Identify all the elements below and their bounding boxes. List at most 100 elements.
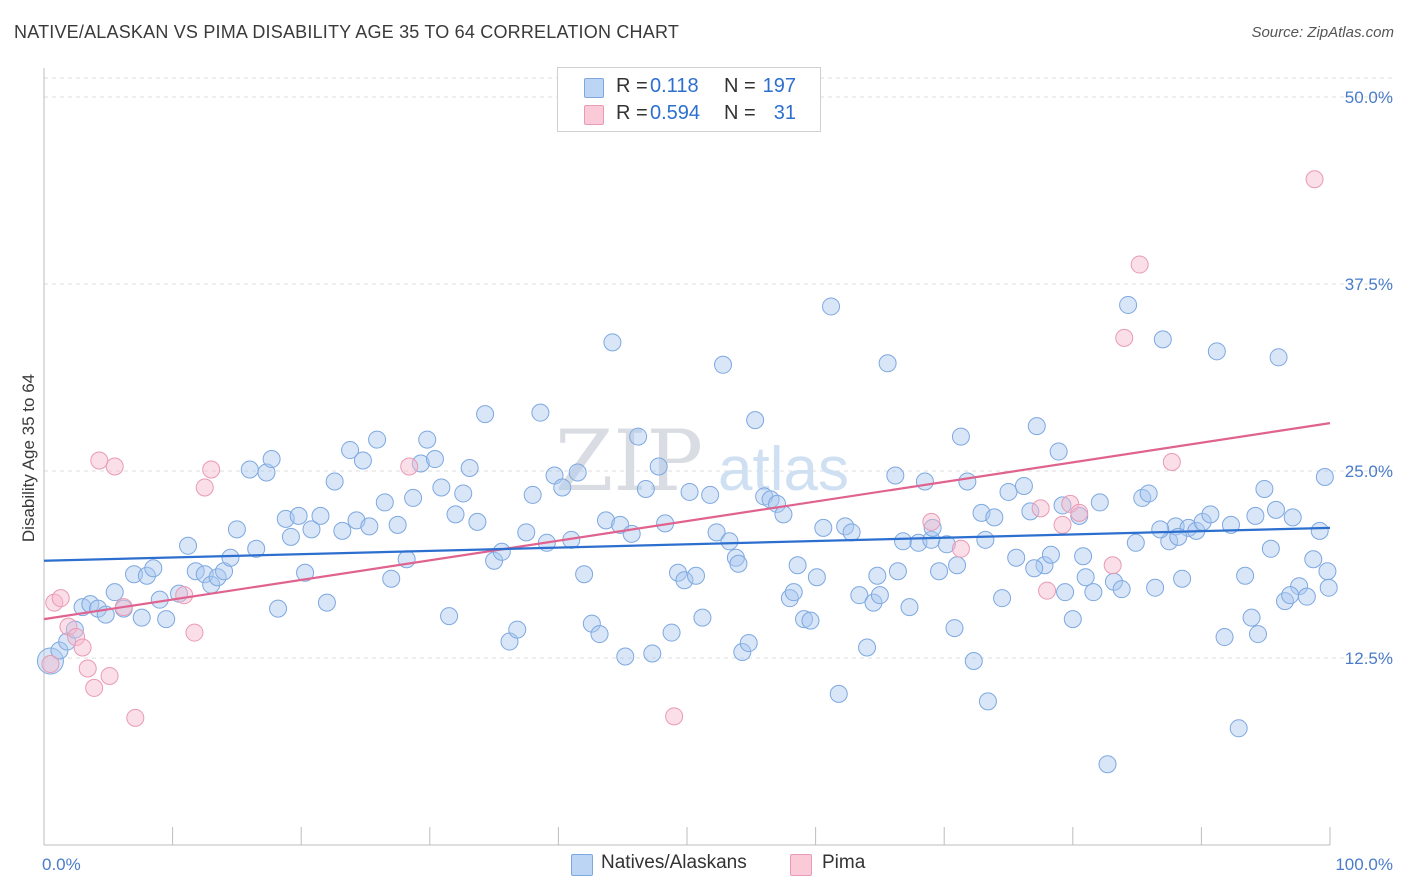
point-natives xyxy=(1236,566,1255,585)
point-natives xyxy=(930,562,949,581)
point-natives xyxy=(262,450,281,469)
point-natives xyxy=(446,505,465,524)
point-natives xyxy=(822,297,841,316)
point-natives xyxy=(878,354,897,373)
point-natives xyxy=(964,651,983,670)
legend-swatch-pima xyxy=(584,105,604,125)
point-natives xyxy=(1297,587,1316,606)
point-pima xyxy=(1115,328,1134,347)
point-natives xyxy=(958,472,977,491)
point-natives xyxy=(1242,608,1261,627)
point-natives xyxy=(720,532,739,551)
point-natives xyxy=(132,608,151,627)
point-natives xyxy=(144,559,163,578)
point-natives xyxy=(1315,467,1334,486)
point-natives xyxy=(1261,539,1280,558)
point-natives xyxy=(1076,568,1095,587)
point-natives xyxy=(1215,628,1234,647)
point-natives xyxy=(801,611,820,630)
y-tick-label: 50.0% xyxy=(1345,88,1393,107)
point-natives xyxy=(1319,578,1338,597)
point-natives xyxy=(157,610,176,629)
y-tick-label: 12.5% xyxy=(1345,649,1393,668)
point-natives xyxy=(575,565,594,584)
point-natives xyxy=(948,556,967,575)
point-natives xyxy=(517,523,536,542)
point-natives xyxy=(870,586,889,605)
point-natives xyxy=(375,493,394,512)
point-natives xyxy=(636,479,655,498)
point-natives xyxy=(1146,578,1165,597)
legend-r-value: 0.594 xyxy=(650,102,701,124)
x-tick-label: 0.0% xyxy=(42,855,81,874)
y-tick-label: 25.0% xyxy=(1345,462,1393,481)
point-natives xyxy=(568,463,587,482)
legend-n-label: N = xyxy=(724,75,756,97)
point-natives xyxy=(643,644,662,663)
watermark-atlas: atlas xyxy=(718,435,849,504)
point-natives xyxy=(842,523,861,542)
point-natives xyxy=(993,589,1012,608)
point-natives xyxy=(1173,569,1192,588)
x-tick-label: 100.0% xyxy=(1335,855,1393,874)
point-natives xyxy=(1201,505,1220,524)
point-pima xyxy=(1103,556,1122,575)
point-natives xyxy=(788,556,807,575)
point-pima xyxy=(105,457,124,476)
point-natives xyxy=(1021,502,1040,521)
point-pima xyxy=(665,707,684,726)
point-pima xyxy=(78,659,97,678)
point-natives xyxy=(1090,493,1109,512)
point-natives xyxy=(1269,348,1288,367)
point-natives xyxy=(1084,583,1103,602)
point-natives xyxy=(1318,562,1337,581)
point-natives xyxy=(523,485,542,504)
point-natives xyxy=(746,411,765,430)
point-natives xyxy=(257,463,276,482)
point-pima xyxy=(1070,503,1089,522)
point-natives xyxy=(1007,548,1026,567)
point-natives xyxy=(649,457,668,476)
point-natives xyxy=(701,485,720,504)
point-natives xyxy=(894,532,913,551)
point-natives xyxy=(1304,550,1323,569)
point-natives xyxy=(1112,580,1131,599)
legend-swatch-natives xyxy=(584,78,604,98)
point-natives xyxy=(616,647,635,666)
point-natives xyxy=(440,607,459,626)
point-natives xyxy=(247,539,266,558)
legend-row-pima: R = 0.594 N = 31 xyxy=(558,99,818,127)
point-natives xyxy=(311,506,330,525)
bottom-legend-swatch-natives xyxy=(571,854,593,876)
point-pima xyxy=(1031,499,1050,518)
point-pima xyxy=(90,451,109,470)
bottom-legend-label-natives: Natives/Alaskans xyxy=(601,852,747,873)
point-pima xyxy=(951,539,970,558)
bottom-legend-label-pima: Pima xyxy=(822,852,866,873)
point-natives xyxy=(707,523,726,542)
point-natives xyxy=(976,530,995,549)
point-natives xyxy=(629,427,648,446)
point-natives xyxy=(411,454,430,473)
point-natives xyxy=(937,535,956,554)
point-natives xyxy=(900,598,919,617)
point-natives xyxy=(729,554,748,573)
point-pima xyxy=(922,512,941,531)
point-natives xyxy=(360,517,379,536)
point-natives xyxy=(1098,755,1117,774)
trend-line-pima xyxy=(43,422,1331,621)
legend-row-natives: R = 0.118 N = 197 xyxy=(558,72,818,100)
point-natives xyxy=(978,692,997,711)
point-natives xyxy=(582,614,601,633)
trend-line-natives xyxy=(43,526,1331,562)
point-pima xyxy=(51,589,70,608)
point-natives xyxy=(923,518,942,537)
point-natives xyxy=(864,593,883,612)
point-natives xyxy=(325,472,344,491)
bottom-legend-swatch-pima xyxy=(790,854,812,876)
point-natives xyxy=(1049,442,1068,461)
point-natives xyxy=(829,684,848,703)
point-natives xyxy=(281,527,300,546)
point-natives xyxy=(1229,719,1248,738)
